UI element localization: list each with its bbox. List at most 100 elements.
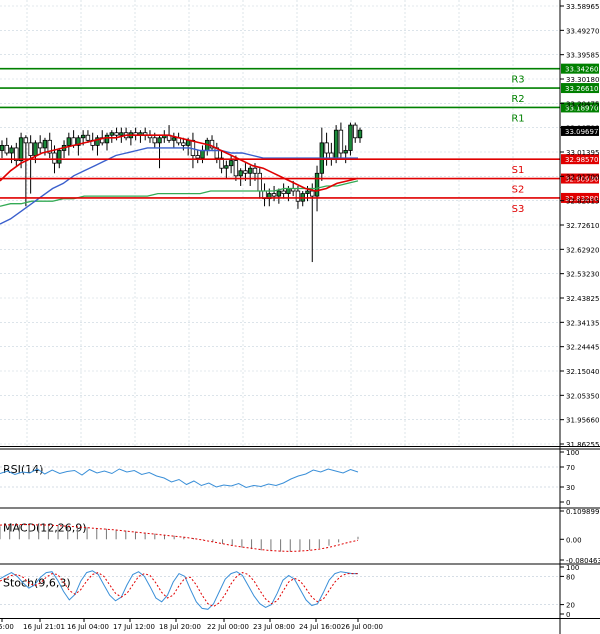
level-price-tag-text: 32.98570 [565,156,598,164]
y-tick-label: 33.10790 [566,125,599,133]
candle-body [9,147,14,154]
candle-body [233,160,239,177]
candle-body [171,137,177,141]
x-tick-label: 16 Jul 21:01 [23,623,65,631]
indicator-label: Stoch(9,6,3) [3,577,71,590]
candle-body [219,157,224,169]
level-price-tag [561,192,599,203]
x-tick-label: 18 Jul 20:00 [159,623,201,631]
y-tick-label: 33.58965 [566,3,599,11]
indicator-label: RSI(14) [3,463,43,476]
x-tick-label: 16 Jul 04:00 [67,623,109,631]
candle-body [257,172,262,192]
level-price-tag-text: 32.83280 [565,195,598,203]
y-tick-label: 32.53230 [566,271,599,279]
candle-body [28,142,33,156]
candle-body [195,155,200,159]
level-price-tag [561,154,599,165]
level-label-r3: R3 [511,75,524,86]
candle-body [57,150,62,164]
candle-body [305,190,310,194]
candle-body [281,190,286,194]
tick-label: 0.109899 [566,508,599,516]
tick-label: -0.080463 [566,557,600,565]
candle-body [157,137,162,144]
level-price-tag [561,83,599,94]
level-price-tag-text: 33.34260 [565,66,598,74]
price-candles [0,122,363,263]
y-tick-label: 32.43825 [566,295,599,303]
candle-body [248,167,253,174]
tick-label: 70 [566,464,575,472]
time-axis: 5:00 16 Jul 21:01 16 Jul 04:00 17 Jul 12:00… [0,618,600,631]
y-tick-label: 33.20475 [566,100,599,108]
level-price-tag-text: 32.90930 [565,176,598,184]
y-tick-label: 32.34135 [566,319,599,327]
candle-body [333,129,339,159]
candle-body [228,160,234,167]
moving-averages [0,134,359,225]
ma-slow-line [0,180,359,207]
candle-body [224,165,229,169]
level-label-r1: R1 [511,113,524,124]
stoch-signal-line [0,572,358,608]
candle-body [114,132,119,136]
ma-fast-line [0,134,359,192]
ma-mid-line [0,147,358,225]
candle-body [47,139,52,154]
level-price-tag [561,102,599,113]
candle-body [324,142,329,154]
tick-label: 0 [566,611,570,619]
candle-body [66,137,72,146]
candle-body [238,170,243,177]
indicator-label: MACD(12,26,9) [3,522,87,535]
price-axis: 33.58965 33.49270 33.39585 33.30180 33.20475… [559,0,599,634]
y-tick-label: 33.39585 [566,52,599,60]
y-tick-label: 33.49270 [566,27,599,35]
candle-body [310,190,315,197]
candle-body [76,137,81,146]
candle-body [338,129,344,154]
candle-body [348,124,353,151]
level-price-tag-text: 33.26610 [565,85,598,93]
candle-body [243,170,248,174]
y-tick-label: 33.30180 [566,76,599,84]
candle-body [85,134,91,141]
candle-body [4,144,9,154]
candle-body [109,132,114,136]
candle-body [353,124,358,139]
candle-body [71,137,76,146]
level-price-tag [561,63,599,74]
candle-body [314,172,320,197]
support-resistance-levels: R3 33.34260 R2 33.26610 R1 33.18970 S1 32.98570… [0,63,599,215]
tick-label: 0 [566,499,570,507]
y-tick-label: 32.24445 [566,344,599,352]
level-label-s1: S1 [512,165,525,176]
candle-body [23,137,29,144]
tick-label: 0.00 [566,536,582,544]
candle-body [295,190,301,202]
tick-label: 30 [566,484,575,492]
candle-body [357,129,363,139]
x-tick-label: 17 Jul 12:00 [113,623,155,631]
stoch-main-line [0,570,358,610]
candle-body [200,150,205,159]
y-tick-label: 31.95660 [566,417,599,425]
current-price-tag [561,125,599,136]
x-tick-label: 26 Jul 00:00 [341,623,383,631]
candle-body [276,190,282,197]
tick-label: 80 [566,573,575,581]
level-price-tag-text: 33.18970 [565,104,598,112]
y-tick-label: 32.72610 [566,222,599,230]
x-tick-label: 5:00 [0,623,14,631]
candle-body [18,137,24,162]
level-label-s3: S3 [512,204,525,215]
candle-body [252,167,258,174]
y-tick-label: 32.05350 [566,392,599,400]
candle-body [104,134,110,144]
candle-body [119,132,124,136]
tick-label: 20 [566,602,575,610]
